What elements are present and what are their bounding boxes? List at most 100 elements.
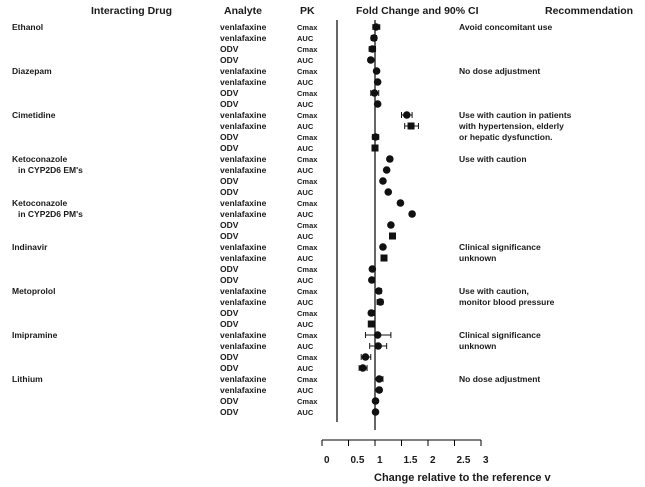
analyte-label: ODV bbox=[220, 396, 239, 406]
point-estimate bbox=[388, 232, 396, 240]
recommendation-text: No dose adjustment bbox=[459, 66, 541, 76]
pk-label: AUC bbox=[297, 232, 314, 241]
recommendation-text: Use with caution, bbox=[459, 286, 529, 296]
analyte-label: ODV bbox=[220, 407, 239, 417]
analyte-label: venlafaxine bbox=[220, 154, 267, 164]
drug-label: Lithium bbox=[12, 374, 43, 384]
x-tick-label: 1.5 bbox=[403, 455, 418, 466]
pk-label: Cmax bbox=[297, 23, 318, 32]
point-estimate bbox=[379, 177, 387, 185]
pk-label: Cmax bbox=[297, 331, 318, 340]
point-estimate bbox=[371, 133, 380, 141]
point-estimate bbox=[370, 89, 379, 97]
x-tick-label: 2.5 bbox=[456, 455, 471, 466]
analyte-label: venlafaxine bbox=[220, 385, 267, 395]
analyte-label: venlafaxine bbox=[220, 330, 267, 340]
drug-label: Metoprolol bbox=[12, 286, 56, 296]
point-estimate bbox=[382, 166, 391, 174]
point-estimate bbox=[366, 56, 375, 64]
x-tick-label: 0 bbox=[324, 455, 330, 466]
analyte-label: venlafaxine bbox=[220, 374, 267, 384]
recommendation-text: unknown bbox=[459, 341, 497, 351]
analyte-label: venlafaxine bbox=[220, 77, 267, 87]
analyte-label: venlafaxine bbox=[220, 242, 267, 252]
pk-label: AUC bbox=[297, 56, 314, 65]
drug-label: Indinavir bbox=[12, 242, 48, 252]
pk-label: AUC bbox=[297, 100, 314, 109]
x-tick-label: 0.5 bbox=[350, 455, 365, 466]
pk-label: Cmax bbox=[297, 199, 318, 208]
x-tick-label: 3 bbox=[483, 455, 489, 466]
pk-label: AUC bbox=[297, 210, 314, 219]
analyte-label: venlafaxine bbox=[220, 66, 267, 76]
point-estimate bbox=[368, 276, 376, 284]
pk-label: AUC bbox=[297, 188, 314, 197]
analyte-label: ODV bbox=[220, 176, 239, 186]
analyte-label: ODV bbox=[220, 231, 239, 241]
pk-label: AUC bbox=[297, 276, 314, 285]
pk-label: Cmax bbox=[297, 45, 318, 54]
point-estimate bbox=[374, 342, 382, 350]
point-estimate bbox=[403, 111, 411, 119]
analyte-label: ODV bbox=[220, 264, 239, 274]
drug-label: Imipramine bbox=[12, 330, 58, 340]
analyte-label: ODV bbox=[220, 187, 239, 197]
point-estimate bbox=[370, 34, 378, 42]
point-estimate bbox=[373, 78, 382, 86]
recommendation-text: Avoid concomitant use bbox=[459, 22, 553, 32]
recommendation-text: or hepatic dysfunction. bbox=[459, 132, 553, 142]
point-estimate bbox=[371, 144, 379, 152]
analyte-label: ODV bbox=[220, 88, 239, 98]
point-estimate bbox=[407, 122, 415, 130]
analyte-label: ODV bbox=[220, 352, 239, 362]
point-estimate bbox=[371, 397, 380, 405]
analyte-label: venlafaxine bbox=[220, 22, 267, 32]
drug-label: Ethanol bbox=[12, 22, 44, 32]
point-estimate bbox=[375, 386, 384, 394]
pk-label: Cmax bbox=[297, 353, 318, 362]
analyte-label: ODV bbox=[220, 363, 239, 373]
analyte-label: ODV bbox=[220, 99, 239, 109]
pk-label: Cmax bbox=[297, 221, 318, 230]
analyte-label: venlafaxine bbox=[220, 297, 267, 307]
analyte-label: venlafaxine bbox=[220, 209, 267, 219]
recommendation-text: Clinical significance bbox=[459, 242, 541, 252]
point-estimate bbox=[368, 45, 377, 53]
analyte-label: ODV bbox=[220, 55, 239, 65]
pk-label: AUC bbox=[297, 78, 314, 87]
pk-label: AUC bbox=[297, 364, 314, 373]
analyte-label: ODV bbox=[220, 308, 239, 318]
analyte-label: ODV bbox=[220, 143, 239, 153]
drug-label: Cimetidine bbox=[12, 110, 56, 120]
point-estimate bbox=[373, 331, 382, 339]
recommendation-text: with hypertension, elderly bbox=[459, 121, 564, 131]
pk-label: Cmax bbox=[297, 89, 318, 98]
point-estimate bbox=[367, 309, 376, 317]
pk-label: Cmax bbox=[297, 287, 318, 296]
analyte-label: ODV bbox=[220, 44, 239, 54]
pk-label: AUC bbox=[297, 34, 314, 43]
recommendation-text: Clinical significance bbox=[459, 330, 541, 340]
header-interacting-drug: Interacting Drug bbox=[91, 5, 173, 17]
point-estimate bbox=[396, 199, 405, 207]
drug-label: Ketoconazole bbox=[12, 154, 68, 164]
x-tick-label: 2 bbox=[430, 455, 436, 466]
analyte-label: venlafaxine bbox=[220, 341, 267, 351]
point-estimate bbox=[372, 23, 380, 31]
analyte-label: venlafaxine bbox=[220, 165, 267, 175]
analyte-label: ODV bbox=[220, 132, 239, 142]
header-recommendation: Recommendation bbox=[545, 5, 634, 17]
recommendation-text: Use with caution in patients bbox=[459, 110, 572, 120]
pk-label: AUC bbox=[297, 166, 314, 175]
point-estimate bbox=[387, 221, 395, 229]
point-estimate bbox=[376, 298, 385, 306]
analyte-label: ODV bbox=[220, 319, 239, 329]
pk-label: AUC bbox=[297, 122, 314, 131]
analyte-label: venlafaxine bbox=[220, 198, 267, 208]
drug-label: Diazepam bbox=[12, 66, 52, 76]
point-estimate bbox=[367, 320, 375, 328]
pk-label: Cmax bbox=[297, 397, 318, 406]
recommendation-text: unknown bbox=[459, 253, 497, 263]
recommendation-text: monitor blood pressure bbox=[459, 297, 555, 307]
